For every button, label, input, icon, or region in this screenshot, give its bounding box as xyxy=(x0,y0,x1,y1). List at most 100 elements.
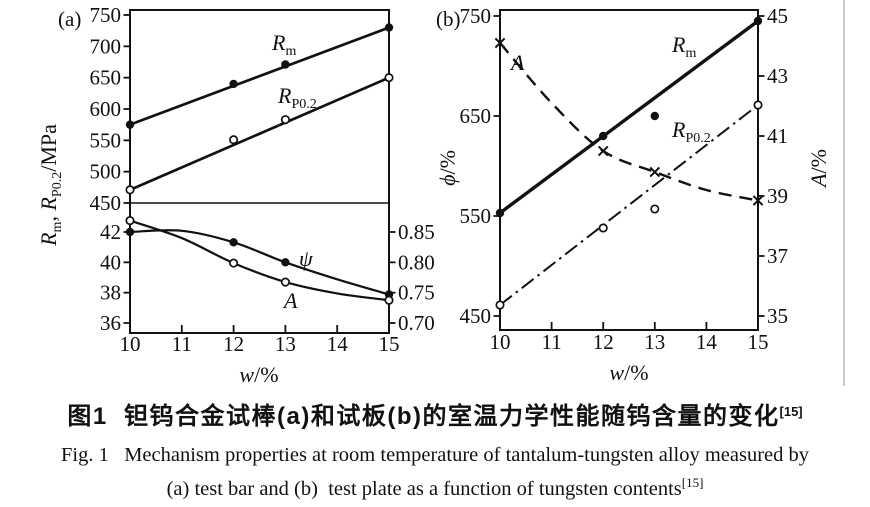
y-tick-label: 39 xyxy=(767,184,788,208)
panel-a-series-label-rm: Rm xyxy=(271,30,296,59)
series-A-curve xyxy=(129,219,390,302)
x-tick-label: 15 xyxy=(379,332,400,356)
series-RP0.2-marker xyxy=(753,100,763,110)
series-RP0.2-line xyxy=(499,104,759,306)
panel-a-plot-border xyxy=(129,9,390,334)
caption-english-line1: Fig. 1 Mechanism properties at room temp… xyxy=(0,444,870,467)
series-Rm-marker xyxy=(753,16,763,26)
series-RP0.2-marker xyxy=(650,204,660,214)
series-RP0.2-line xyxy=(129,76,390,192)
y-tick-label: 42 xyxy=(100,220,121,244)
y-tick-label: 35 xyxy=(767,304,788,328)
series-A-marker xyxy=(752,195,764,206)
y-tick-label: 550 xyxy=(90,128,122,152)
series-RP0.2-marker xyxy=(125,185,135,195)
series-A-marker xyxy=(494,37,506,49)
panel-b-series-label-rp02: RP0.2 xyxy=(671,117,711,146)
series-RP0.2-marker xyxy=(598,223,608,233)
y-tick-label: 700 xyxy=(90,34,122,58)
series-A-marker xyxy=(649,166,661,178)
caption-english-line1-text: Fig. 1 Mechanism properties at room temp… xyxy=(60,444,810,466)
x-tick-label: 11 xyxy=(172,332,192,356)
y-tick-label: 450 xyxy=(460,304,492,328)
series-Rm-marker xyxy=(650,111,659,121)
series-Rm-marker xyxy=(384,23,394,32)
series-RP0.2-marker xyxy=(495,300,505,310)
series-Rm-marker xyxy=(229,79,238,89)
x-tick-label: 12 xyxy=(593,330,614,354)
panel-b-series-label-rm: Rm xyxy=(671,32,696,61)
panel-a-series-label-rp02: RP0.2 xyxy=(277,83,317,112)
caption-english-citation: [15] xyxy=(681,475,704,490)
series-psi-marker xyxy=(229,238,238,247)
panel-b-plot-border xyxy=(499,9,759,331)
x-tick-label: 14 xyxy=(696,330,718,354)
panel-a-series-label-a: A xyxy=(282,288,298,313)
series-A-curve xyxy=(499,42,759,202)
y-tick-label: 41 xyxy=(767,124,788,148)
chart-panel-b: (b) 750 650 550 450 45 43 41 39 37 35 10 11 12 13 14 15… xyxy=(435,4,831,385)
y-tick-label: 0.75 xyxy=(398,281,435,305)
x-tick-label: 13 xyxy=(275,332,296,356)
y-tick-label: 38 xyxy=(100,281,121,305)
caption-chinese: 图1 钽钨合金试棒(a)和试板(b)的室温力学性能随钨含量的变化[15] xyxy=(0,396,870,431)
panel-b-left-axis-label: ϕ/% xyxy=(435,150,460,186)
x-tick-label: 12 xyxy=(223,332,244,356)
y-tick-label: 0.80 xyxy=(398,250,435,274)
caption-english-line2-text: (a) test bar and (b) test plate as a fun… xyxy=(166,478,682,500)
y-tick-label: 500 xyxy=(90,160,122,184)
series-psi-marker xyxy=(281,258,290,267)
panel-a-series-label-psi: ψ xyxy=(299,246,313,271)
y-tick-label: 600 xyxy=(90,97,122,121)
series-Rm-marker xyxy=(281,60,290,69)
series-Rm-line xyxy=(129,26,390,126)
series-A-marker xyxy=(280,277,290,287)
chart-panel-a: (a) 750 700 650 600 550 500 450 42 40 38 36 0.85 0.8… xyxy=(36,3,435,387)
series-Rm-marker xyxy=(599,131,608,141)
y-tick-label: 650 xyxy=(460,104,492,128)
panel-a-x-axis-label: w/% xyxy=(239,362,278,387)
series-A-marker xyxy=(125,216,135,226)
x-tick-label: 13 xyxy=(644,330,665,354)
caption-english-line2: (a) test bar and (b) test plate as a fun… xyxy=(0,475,870,501)
x-tick-label: 15 xyxy=(748,330,769,354)
y-tick-label: 650 xyxy=(90,66,122,90)
y-tick-label: 550 xyxy=(460,204,492,228)
panel-b-series-label-a: A xyxy=(509,50,525,75)
series-RP0.2-marker xyxy=(280,115,290,125)
panel-b-tag: (b) xyxy=(436,7,461,31)
caption-chinese-text: 图1 钽钨合金试棒(a)和试板(b)的室温力学性能随钨含量的变化 xyxy=(67,403,780,430)
y-tick-label: 0.85 xyxy=(398,220,435,244)
series-psi-marker xyxy=(125,227,135,237)
x-tick-label: 10 xyxy=(120,332,141,356)
y-tick-label: 45 xyxy=(767,4,788,28)
series-RP0.2-marker xyxy=(229,135,239,145)
y-tick-label: 36 xyxy=(100,311,121,335)
y-tick-label: 43 xyxy=(767,64,788,88)
panel-b-x-axis-label: w/% xyxy=(609,360,648,385)
series-Rm-marker xyxy=(495,208,505,218)
series-A-marker xyxy=(597,145,609,157)
caption-chinese-citation: [15] xyxy=(779,404,803,419)
y-tick-label: 0.70 xyxy=(398,311,435,335)
panel-a-tag: (a) xyxy=(58,7,81,31)
x-tick-label: 10 xyxy=(490,330,511,354)
series-RP0.2-marker xyxy=(384,73,394,83)
y-tick-label: 750 xyxy=(90,3,122,27)
y-tick-label: 750 xyxy=(460,4,492,28)
x-tick-label: 14 xyxy=(327,332,349,356)
y-tick-label: 37 xyxy=(767,244,788,268)
series-Rm-marker xyxy=(125,120,135,129)
page-edge-artifact xyxy=(843,0,845,386)
x-tick-label: 11 xyxy=(541,330,561,354)
series-A-marker xyxy=(229,258,239,268)
series-Rm-line xyxy=(498,19,760,215)
y-tick-label: 450 xyxy=(90,191,122,215)
panel-b-right-axis-label: A/% xyxy=(806,149,831,189)
panel-a-y-axis-label: Rm, RP0.2/MPa xyxy=(36,124,65,247)
panel-a-plot-content: 750 700 650 600 550 500 450 42 40 38 36 0.85 0.80 0.7… xyxy=(90,3,435,356)
series-A-marker xyxy=(384,295,394,305)
panel-b-plot-content: 750 650 550 450 45 43 41 39 37 35 10 11 12 13 14 15 xyxy=(460,4,789,354)
y-tick-label: 40 xyxy=(100,250,121,274)
